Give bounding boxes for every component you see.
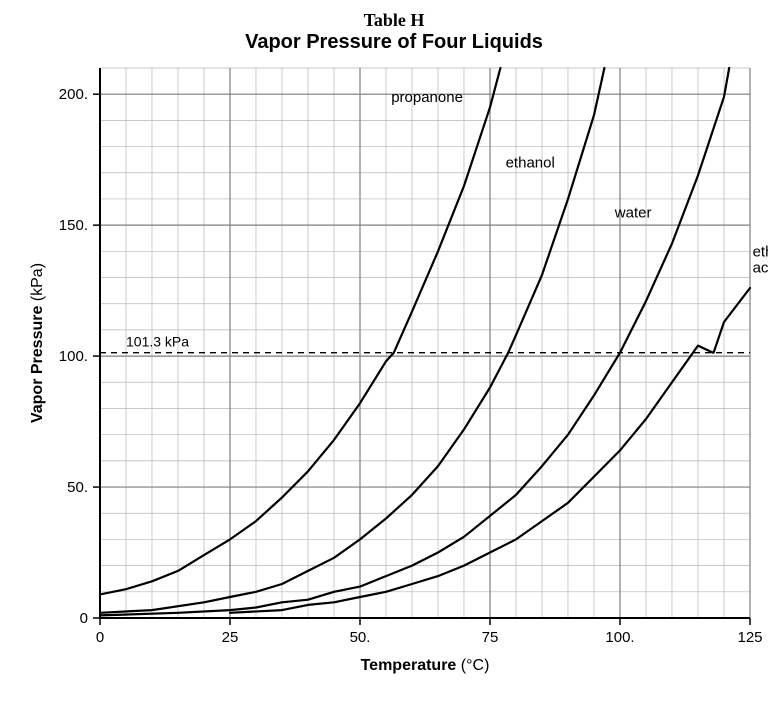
svg-text:acid: acid xyxy=(753,260,768,277)
svg-text:50.: 50. xyxy=(350,629,371,646)
series-label-ethanoic-acid: ethanoic xyxy=(753,244,768,261)
chart-title: Vapor Pressure of Four Liquids xyxy=(10,31,768,54)
svg-text:100.: 100. xyxy=(605,629,634,646)
svg-text:0: 0 xyxy=(80,610,88,627)
series-label-water: water xyxy=(614,204,652,221)
svg-text:75: 75 xyxy=(482,629,499,646)
chart-container: Table H Vapor Pressure of Four Liquids 1… xyxy=(10,10,768,698)
svg-text:200.: 200. xyxy=(59,86,88,103)
series-label-propanone: propanone xyxy=(391,89,463,106)
series-label-ethanol: ethanol xyxy=(506,155,555,172)
svg-text:50.: 50. xyxy=(67,479,88,496)
svg-text:100.: 100. xyxy=(59,348,88,365)
y-axis-label: Vapor Pressure (kPa) xyxy=(29,263,46,423)
svg-text:25: 25 xyxy=(222,629,239,646)
svg-text:0: 0 xyxy=(96,629,104,646)
x-axis-label: Temperature (°C) xyxy=(361,657,490,674)
svg-text:150.: 150. xyxy=(59,217,88,234)
svg-text:125: 125 xyxy=(737,629,762,646)
vapor-pressure-chart: 101.3 kPa propanone ethanol water ethanoicac… xyxy=(10,58,768,698)
svg-text:101.3 kPa: 101.3 kPa xyxy=(126,334,189,350)
table-label: Table H xyxy=(10,10,768,31)
